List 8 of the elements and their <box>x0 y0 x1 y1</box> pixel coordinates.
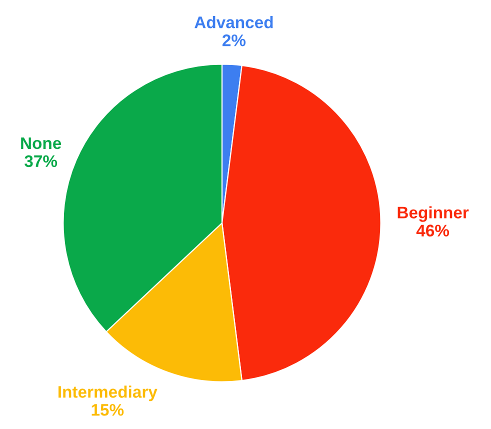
data-label: 37% <box>24 155 58 168</box>
data-label: 46% <box>416 224 450 236</box>
slice-label: Beginner <box>398 206 469 222</box>
slice-label: Intermediary <box>58 386 158 402</box>
data-label: 15% <box>92 404 124 416</box>
data-label: 2% <box>222 34 246 46</box>
slice-label: None <box>21 137 62 150</box>
slice-label: Advanced <box>194 16 273 28</box>
